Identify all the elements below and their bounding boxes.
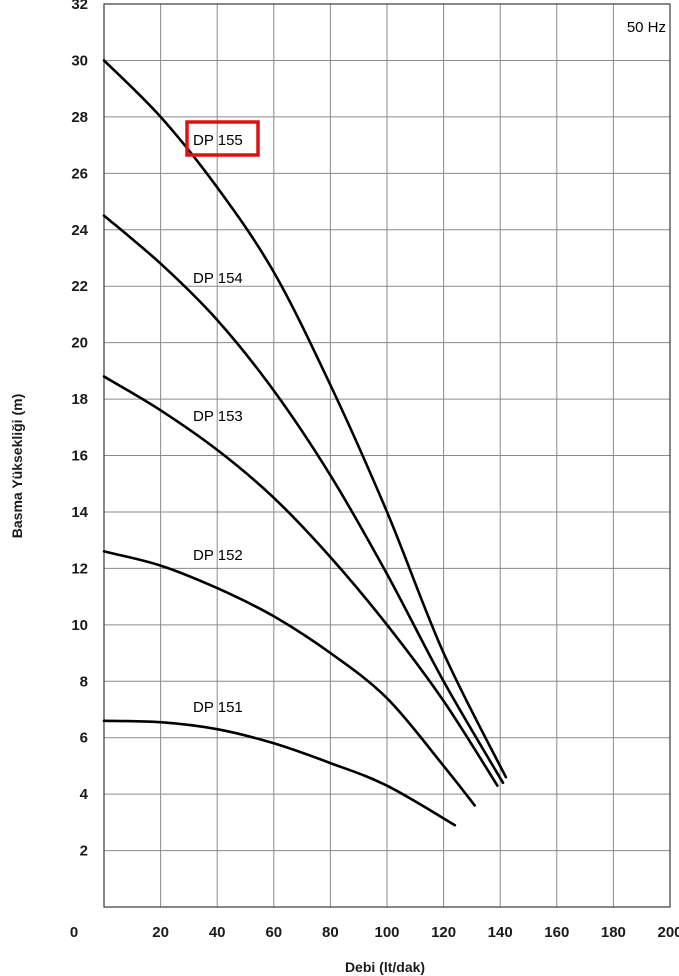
series-curve-dp-152 [102, 550, 476, 807]
y-tick-label: 20 [71, 335, 88, 352]
y-tick-label: 22 [71, 278, 88, 295]
x-tick-label: 40 [209, 924, 226, 941]
grid [104, 4, 670, 907]
y-tick-label: 18 [71, 391, 88, 408]
series-curve-dp-151 [102, 719, 457, 827]
frequency-annotation: 50 Hz [627, 19, 666, 36]
plot-frame [103, 3, 671, 908]
y-axis-label: Basma Yüksekliği (m) [9, 394, 25, 538]
x-tick-label: 180 [601, 924, 626, 941]
x-tick-label: 60 [265, 924, 282, 941]
x-tick-label: 0 [70, 924, 78, 941]
x-tick-label: 160 [544, 924, 569, 941]
x-tick-label: 200 [657, 924, 679, 941]
y-tick-label: 14 [71, 504, 88, 521]
series-label-dp-151: DP 151 [193, 699, 243, 716]
y-tick-label: 32 [71, 0, 88, 13]
x-tick-label: 120 [431, 924, 456, 941]
y-tick-label: 24 [71, 222, 88, 239]
x-axis-label: Debi (lt/dak) [345, 959, 425, 975]
series-labels: DP 155 DP 154 DP 153 DP 152 DP 151 [193, 132, 243, 716]
series-label-dp-154: DP 154 [193, 270, 243, 287]
series-curves [102, 59, 508, 827]
series-label-dp-155: DP 155 [193, 132, 243, 149]
x-axis-ticks: 0 20 40 60 80 100 120 140 160 180 200 [70, 924, 679, 941]
x-tick-label: 20 [152, 924, 169, 941]
y-tick-label: 16 [71, 448, 88, 465]
y-tick-label: 4 [80, 786, 89, 803]
series-curve-dp-153 [102, 375, 499, 787]
y-tick-label: 28 [71, 109, 88, 126]
x-tick-label: 80 [322, 924, 339, 941]
series-curve-dp-154 [102, 214, 505, 785]
y-tick-label: 6 [80, 730, 88, 747]
highlight-box [185, 120, 260, 157]
y-tick-label: 26 [71, 165, 88, 182]
series-curve-dp-155 [102, 59, 508, 779]
y-tick-label: 12 [71, 560, 88, 577]
x-tick-label: 100 [374, 924, 399, 941]
series-label-dp-152: DP 152 [193, 547, 243, 564]
y-tick-label: 2 [80, 843, 88, 860]
series-label-dp-153: DP 153 [193, 408, 243, 425]
x-tick-label: 140 [488, 924, 513, 941]
y-tick-label: 8 [80, 673, 88, 690]
y-tick-label: 10 [71, 617, 88, 634]
y-tick-label: 30 [71, 52, 88, 69]
